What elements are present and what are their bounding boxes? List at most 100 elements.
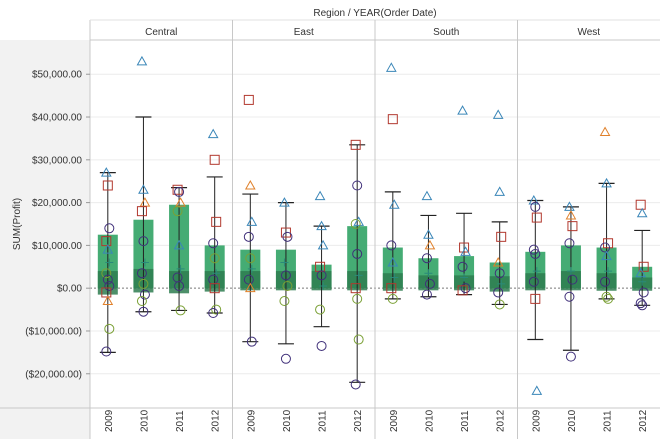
data-point-circle: [528, 244, 539, 255]
data-point-triangle-orange: [139, 197, 151, 207]
data-point-square: [567, 221, 578, 232]
data-point-circle: [352, 248, 363, 259]
data-point-triangle: [457, 105, 468, 115]
y-tick-label: ($20,000.00): [25, 369, 82, 380]
data-point-triangle: [564, 201, 575, 211]
data-point-circle-olive: [603, 293, 614, 304]
data-point-circle: [282, 231, 293, 242]
year-label: 2011: [460, 410, 471, 432]
data-point-circle: [174, 281, 185, 292]
year-column: 2009: [97, 167, 118, 432]
year-label: 2012: [353, 409, 364, 432]
data-point-circle: [208, 308, 219, 319]
data-point-square: [638, 261, 649, 272]
data-point-circle: [104, 223, 115, 234]
data-point-triangle-orange: [244, 179, 256, 190]
data-point-plus: [532, 267, 541, 276]
corner-blank: [0, 0, 90, 40]
data-point-triangle: [136, 55, 148, 66]
data-point-plus: [566, 267, 575, 276]
data-point-plus: [604, 267, 613, 276]
row-header-background: [0, 0, 90, 439]
data-point-circle: [316, 340, 327, 351]
data-point-square: [387, 114, 398, 125]
data-point-square: [136, 206, 147, 217]
year-column: 2009: [525, 194, 546, 432]
data-point-triangle: [279, 197, 290, 207]
year-column: 2012: [347, 139, 368, 432]
data-point-circle-olive: [282, 281, 293, 292]
data-point-square: [350, 283, 361, 294]
year-label: 2012: [638, 409, 649, 432]
data-point-circle: [208, 238, 219, 249]
year-label: 2010: [282, 409, 293, 432]
data-point-square: [531, 212, 542, 223]
data-point-circle: [104, 281, 115, 292]
year-column: 2010: [275, 197, 296, 432]
data-point-circle-olive: [101, 268, 112, 279]
year-column: 2011: [596, 126, 617, 432]
data-point-triangle-orange: [565, 209, 577, 220]
data-point-square: [386, 283, 397, 294]
year-column: 2009: [240, 94, 261, 432]
data-point-circle: [457, 261, 468, 272]
data-point-circle: [530, 248, 541, 259]
data-point-circle-olive: [352, 293, 363, 304]
data-point-triangle: [100, 167, 112, 177]
year-label: 2009: [104, 409, 115, 432]
year-label: 2012: [211, 409, 222, 432]
year-column: 2010: [560, 201, 581, 432]
data-point-plus: [105, 258, 114, 267]
y-tick-label: $0.00: [57, 284, 82, 295]
data-point-square: [459, 242, 470, 253]
data-point-circle-olive: [245, 253, 256, 264]
year-label: 2009: [531, 409, 542, 432]
year-label: 2009: [246, 409, 257, 432]
y-axis-label: SUM(Profit): [12, 198, 23, 250]
year-column: 2012: [204, 128, 225, 432]
year-column: 2012: [489, 109, 510, 432]
data-point-circle: [138, 306, 149, 317]
data-point-triangle: [246, 216, 258, 226]
data-point-triangle: [317, 239, 329, 250]
region-header: Central: [145, 27, 177, 38]
y-tick-label: $10,000.00: [32, 241, 82, 252]
data-point-circle: [174, 186, 185, 197]
y-tick-label: $30,000.00: [32, 155, 82, 166]
y-tick-label: $50,000.00: [32, 70, 82, 81]
y-axis-ticks: $50,000.00 $40,000.00 $30,000.00 $20,000.00…: [25, 70, 90, 380]
data-point-square: [101, 236, 112, 247]
data-point-triangle: [492, 109, 504, 119]
data-point-triangle: [207, 128, 219, 139]
data-point-square: [530, 293, 541, 304]
data-point-plus: [638, 277, 647, 286]
region-header: East: [294, 27, 314, 38]
data-point-plus: [424, 269, 433, 278]
data-point-plus: [390, 273, 399, 282]
data-point-circle-olive: [209, 253, 220, 264]
data-point-triangle: [636, 207, 648, 218]
data-point-circle-olive: [175, 305, 186, 316]
data-point-triangle: [387, 256, 399, 267]
data-point-plus: [319, 282, 328, 291]
year-column: 2010: [133, 55, 154, 432]
data-point-triangle: [314, 190, 326, 201]
year-column: 2012: [632, 199, 653, 432]
data-point-circle: [564, 291, 575, 302]
data-point-circle: [101, 346, 112, 357]
data-point-triangle: [601, 250, 612, 261]
data-point-plus: [354, 271, 363, 280]
data-point-triangle: [385, 62, 397, 72]
data-point-triangle: [460, 246, 471, 256]
data-point-circle: [352, 180, 363, 191]
data-point-circle: [139, 289, 150, 300]
data-point-circle: [460, 283, 471, 294]
data-point-square: [457, 285, 468, 296]
year-label: 2011: [175, 410, 186, 432]
data-point-circle: [565, 351, 576, 362]
data-point-triangle: [138, 184, 149, 194]
data-point-triangle-orange: [492, 256, 504, 267]
data-point-circle-olive: [353, 334, 364, 345]
data-point-circle: [635, 298, 646, 309]
